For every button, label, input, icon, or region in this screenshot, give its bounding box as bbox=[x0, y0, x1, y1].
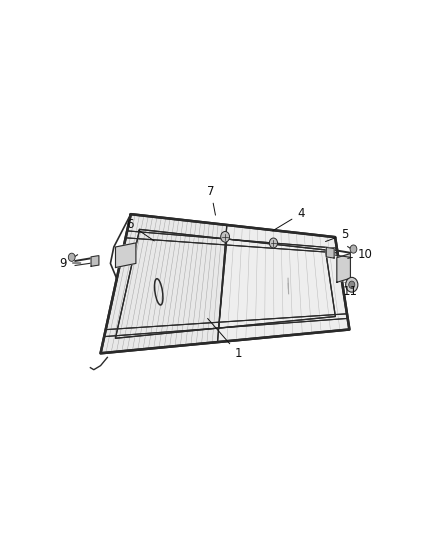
Polygon shape bbox=[101, 214, 350, 353]
Circle shape bbox=[269, 238, 278, 248]
Text: 10: 10 bbox=[348, 248, 373, 261]
Polygon shape bbox=[337, 254, 350, 282]
Polygon shape bbox=[91, 256, 99, 266]
Text: 11: 11 bbox=[343, 282, 357, 298]
Text: 9: 9 bbox=[60, 256, 81, 270]
Circle shape bbox=[349, 281, 355, 288]
Circle shape bbox=[68, 253, 75, 261]
Polygon shape bbox=[116, 243, 136, 268]
Circle shape bbox=[221, 231, 230, 242]
Polygon shape bbox=[218, 225, 350, 342]
Polygon shape bbox=[101, 214, 227, 353]
Text: 1: 1 bbox=[208, 318, 242, 360]
Polygon shape bbox=[326, 247, 334, 258]
Text: 5: 5 bbox=[325, 228, 349, 241]
Circle shape bbox=[346, 277, 358, 292]
Text: 6: 6 bbox=[126, 217, 154, 241]
Text: 7: 7 bbox=[207, 185, 215, 215]
Circle shape bbox=[350, 245, 357, 253]
Text: 4: 4 bbox=[273, 207, 304, 231]
